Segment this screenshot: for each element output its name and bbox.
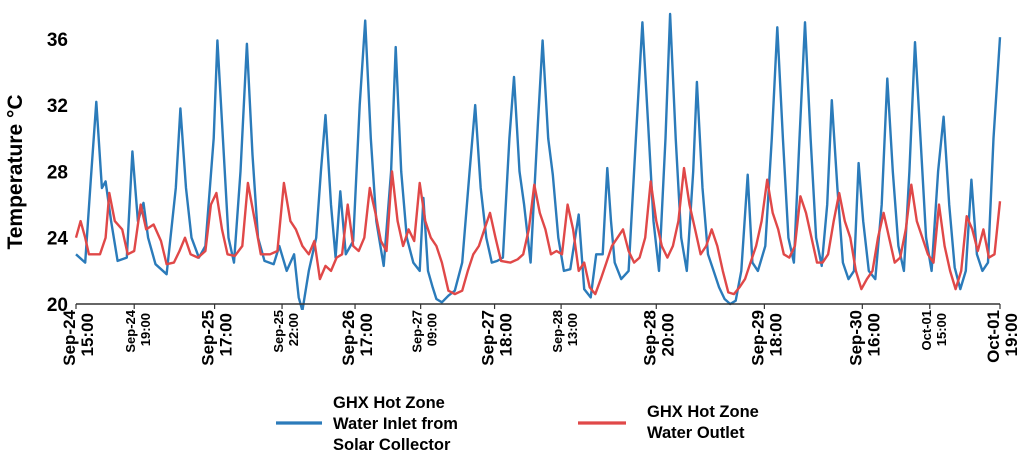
x-tick-time: 19:00 xyxy=(1002,313,1021,356)
y-tick-label: 32 xyxy=(47,96,68,117)
legend-label: GHX Hot Zone xyxy=(333,394,445,412)
x-tick-time: 19:00 xyxy=(138,313,153,346)
x-tick-date: Sep-25 xyxy=(271,310,286,353)
x-tick-date: Sep-27 xyxy=(479,310,498,366)
x-tick-time: 22:00 xyxy=(286,313,301,346)
x-axis: Sep-24 15:00 Sep-24 19:00 Sep-25 17:00 Sep-25 2… xyxy=(60,303,1021,366)
x-tick-label: Sep-27 18:00 xyxy=(479,310,516,366)
x-tick-date: Oct-01 xyxy=(919,310,934,350)
x-tick-label: Sep-24 19:00 xyxy=(123,309,153,352)
legend-label: Water Inlet from xyxy=(333,415,458,433)
x-tick-time: 13:00 xyxy=(565,313,580,346)
x-tick-label: Sep-27 09:00 xyxy=(410,310,440,353)
x-tick-date: Sep-28 xyxy=(550,310,565,353)
x-tick-time: 17:00 xyxy=(357,313,376,356)
x-tick-date: Sep-26 xyxy=(339,310,358,366)
x-tick-label: Sep-26 17:00 xyxy=(339,310,376,366)
x-tick-label: Sep-28 20:00 xyxy=(640,310,677,366)
legend: GHX Hot Zone Water Inlet from Solar Collec… xyxy=(276,394,759,454)
series-lines xyxy=(74,12,1002,310)
x-tick-label: Oct-01 15:00 xyxy=(919,310,949,350)
y-tick-label: 20 xyxy=(47,295,68,316)
x-tick-date: Sep-30 xyxy=(846,310,865,366)
x-tick-time: 18:00 xyxy=(497,313,516,356)
series-line-water-inlet xyxy=(75,12,1002,310)
x-tick-label: Sep-25 17:00 xyxy=(199,310,236,366)
y-axis: 20 24 28 32 36 xyxy=(47,30,69,316)
y-tick-label: 24 xyxy=(47,229,69,250)
x-tick-date: Oct-01 xyxy=(984,310,1003,363)
y-axis-label: Temperature °C xyxy=(4,94,27,249)
x-tick-label: Sep-28 13:00 xyxy=(550,310,580,353)
legend-label: GHX Hot Zone xyxy=(647,403,759,421)
x-tick-time: 15:00 xyxy=(934,313,949,346)
y-tick-label: 36 xyxy=(47,30,68,51)
x-tick-time: 09:00 xyxy=(425,313,440,346)
x-tick-time: 20:00 xyxy=(658,313,677,356)
x-tick-time: 17:00 xyxy=(217,313,236,356)
x-tick-label: Sep-30 16:00 xyxy=(846,310,883,366)
x-tick-time: 16:00 xyxy=(864,313,883,356)
x-tick-time: 15:00 xyxy=(78,313,97,356)
x-tick-date: Sep-27 xyxy=(410,310,425,353)
x-tick-label: Sep-29 18:00 xyxy=(748,310,785,366)
y-tick-label: 28 xyxy=(47,162,68,183)
x-tick-date: Sep-25 xyxy=(199,310,218,366)
x-tick-date: Sep-29 xyxy=(748,310,767,366)
x-tick-label: Oct-01 19:00 xyxy=(984,310,1021,363)
legend-label: Solar Collector xyxy=(333,436,451,454)
x-tick-date: Sep-24 xyxy=(60,309,79,365)
x-tick-time: 18:00 xyxy=(766,313,785,356)
x-tick-date: Sep-24 xyxy=(123,309,138,352)
x-tick-label: Sep-25 22:00 xyxy=(271,310,301,353)
x-tick-label: Sep-24 15:00 xyxy=(60,309,97,365)
x-tick-date: Sep-28 xyxy=(640,310,659,366)
series-line-water-outlet xyxy=(74,166,1002,296)
legend-label: Water Outlet xyxy=(647,424,745,442)
